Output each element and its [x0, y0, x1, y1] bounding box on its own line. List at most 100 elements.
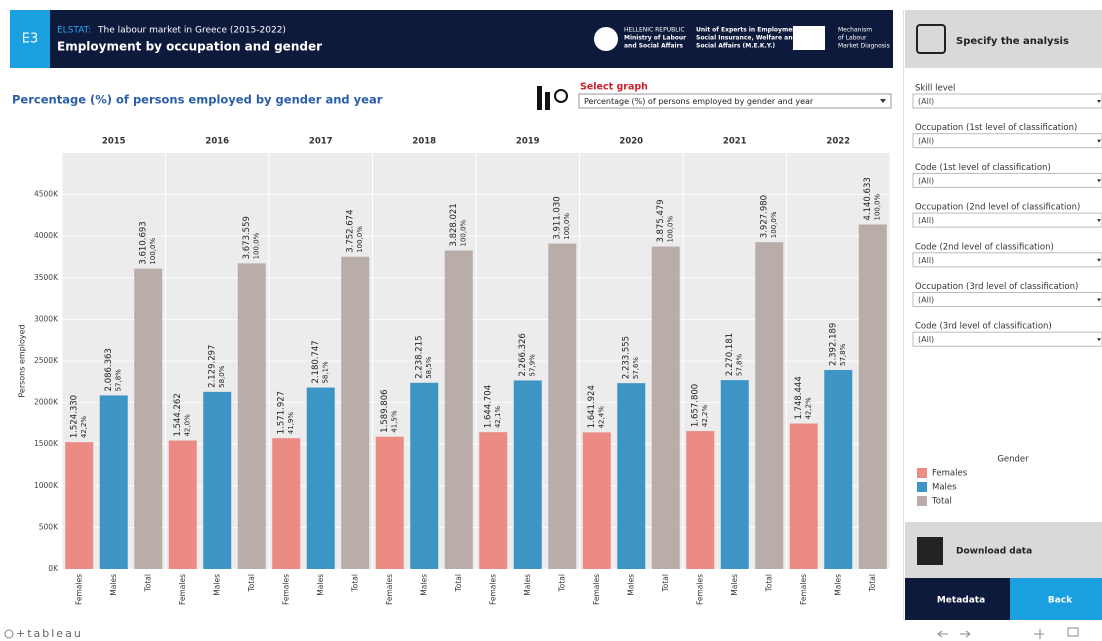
value-label: 3.828.021: [449, 203, 459, 246]
x-tick-label: Males: [833, 574, 842, 596]
year-header: 2017: [309, 137, 333, 147]
filter-label: Occupation (2nd level of classification): [915, 203, 1080, 213]
value-label: 2.086.363: [104, 348, 114, 391]
filter-dropdown[interactable]: [912, 292, 1102, 307]
tableau-logo: [4, 629, 14, 639]
undo-icon[interactable]: [937, 630, 948, 638]
share-label: 57,8%: [115, 369, 123, 392]
bar: [134, 268, 163, 569]
filter-value: (All): [918, 137, 934, 146]
redo-icon[interactable]: [960, 630, 971, 638]
bar: [444, 250, 473, 569]
header-bar: [10, 10, 893, 68]
value-label: 1.571.927: [277, 391, 287, 434]
legend-label: Total: [931, 497, 952, 507]
value-label: 2.129.297: [208, 345, 218, 388]
x-tick-label: Females: [488, 574, 497, 605]
divider: [903, 10, 904, 620]
y-tick-label: 2000K: [34, 398, 59, 407]
x-tick-label: Total: [868, 574, 877, 593]
bar: [272, 438, 301, 569]
dropdown-caret: [1097, 258, 1101, 262]
bar: [789, 423, 818, 569]
excel-icon: [917, 537, 943, 565]
bar: [203, 391, 232, 569]
year-header: 2020: [619, 137, 643, 147]
filter-label: Skill level: [915, 84, 955, 94]
source: ELSTAT:: [57, 26, 91, 36]
legend-swatch: [917, 482, 927, 492]
value-label: 2.392.189: [829, 323, 839, 366]
x-tick-label: Total: [454, 574, 463, 593]
value-label: 2.233.555: [622, 336, 632, 379]
bar: [617, 383, 646, 569]
back-button[interactable]: [1010, 578, 1102, 620]
back-label: Back: [1048, 596, 1073, 606]
bar: [65, 442, 94, 569]
bar: [858, 224, 887, 569]
analysis-block[interactable]: [905, 10, 1102, 68]
y-tick-label: 1500K: [34, 439, 59, 448]
filter-dropdown[interactable]: [912, 172, 1102, 188]
share-label: 100,0%: [460, 219, 468, 246]
logo-text: HELLENIC REPUBLIC: [624, 27, 685, 34]
dropdown-caret: [880, 99, 886, 103]
filter-dropdown[interactable]: [912, 93, 1102, 109]
year-header: 2018: [412, 137, 436, 147]
filter-value: (All): [918, 97, 934, 106]
x-tick-label: Total: [764, 574, 773, 593]
filter-dropdown[interactable]: [912, 331, 1102, 347]
y-tick-label: 2500K: [34, 356, 59, 365]
logo-text: Social Insurance, Welfare and: [696, 35, 797, 42]
metadata-button[interactable]: [905, 578, 1010, 620]
x-tick-label: Females: [695, 574, 704, 605]
share-label: 42,2%: [80, 416, 88, 439]
y-tick-label: 500K: [39, 522, 59, 531]
legend-label: Females: [932, 469, 968, 479]
bar: [375, 436, 404, 569]
filter-value: (All): [918, 216, 934, 225]
analysis-title: Specify the analysis: [956, 36, 1069, 47]
select-graph-dropdown[interactable]: [578, 93, 892, 109]
x-tick-label: Total: [557, 574, 566, 593]
legend-swatch: [917, 468, 927, 478]
toolbar[interactable]: [937, 627, 1079, 639]
x-tick-label: Females: [281, 574, 290, 605]
logo-text: Market Diagnosis: [838, 43, 890, 50]
x-tick-label: Males: [109, 574, 118, 596]
share-label: 41,5%: [391, 410, 399, 433]
graph-icon: [537, 86, 542, 110]
download-label: Download data: [956, 547, 1032, 557]
header-title: Employment by occupation and gender: [57, 40, 322, 54]
filter-value: (All): [918, 256, 934, 265]
bar: [755, 242, 784, 569]
value-label: 3.610.693: [139, 221, 149, 264]
x-tick-label: Total: [661, 574, 670, 593]
filter-dropdown[interactable]: [912, 252, 1102, 268]
share-label: 100,0%: [770, 211, 778, 238]
download-icon[interactable]: [1067, 627, 1079, 637]
share-label: 100,0%: [149, 238, 157, 265]
x-tick-label: Females: [178, 574, 187, 605]
bar: [651, 246, 680, 569]
filter-dropdown[interactable]: [912, 212, 1102, 228]
share-label: 41,9%: [287, 412, 295, 435]
share-label: 100,0%: [356, 226, 364, 253]
logo-text: and Social Affairs: [624, 43, 684, 50]
x-tick-label: Males: [523, 574, 532, 596]
x-tick-label: Males: [730, 574, 739, 596]
bar: [168, 440, 197, 569]
x-tick-label: Total: [350, 574, 359, 593]
value-label: 1.644.704: [484, 385, 494, 428]
share-icon[interactable]: [1034, 629, 1044, 639]
share-label: 100,0%: [667, 216, 675, 243]
value-label: 3.752.674: [346, 210, 356, 253]
source-title: The labour market in Greece (2015-2022): [97, 26, 286, 36]
value-label: 2.180.747: [311, 340, 321, 383]
bar: [410, 382, 439, 569]
bar: [824, 369, 853, 569]
filter-dropdown[interactable]: [912, 133, 1102, 149]
bar: [237, 263, 266, 569]
filter-value: (All): [918, 176, 934, 185]
y-tick-label: 4500K: [34, 190, 59, 199]
